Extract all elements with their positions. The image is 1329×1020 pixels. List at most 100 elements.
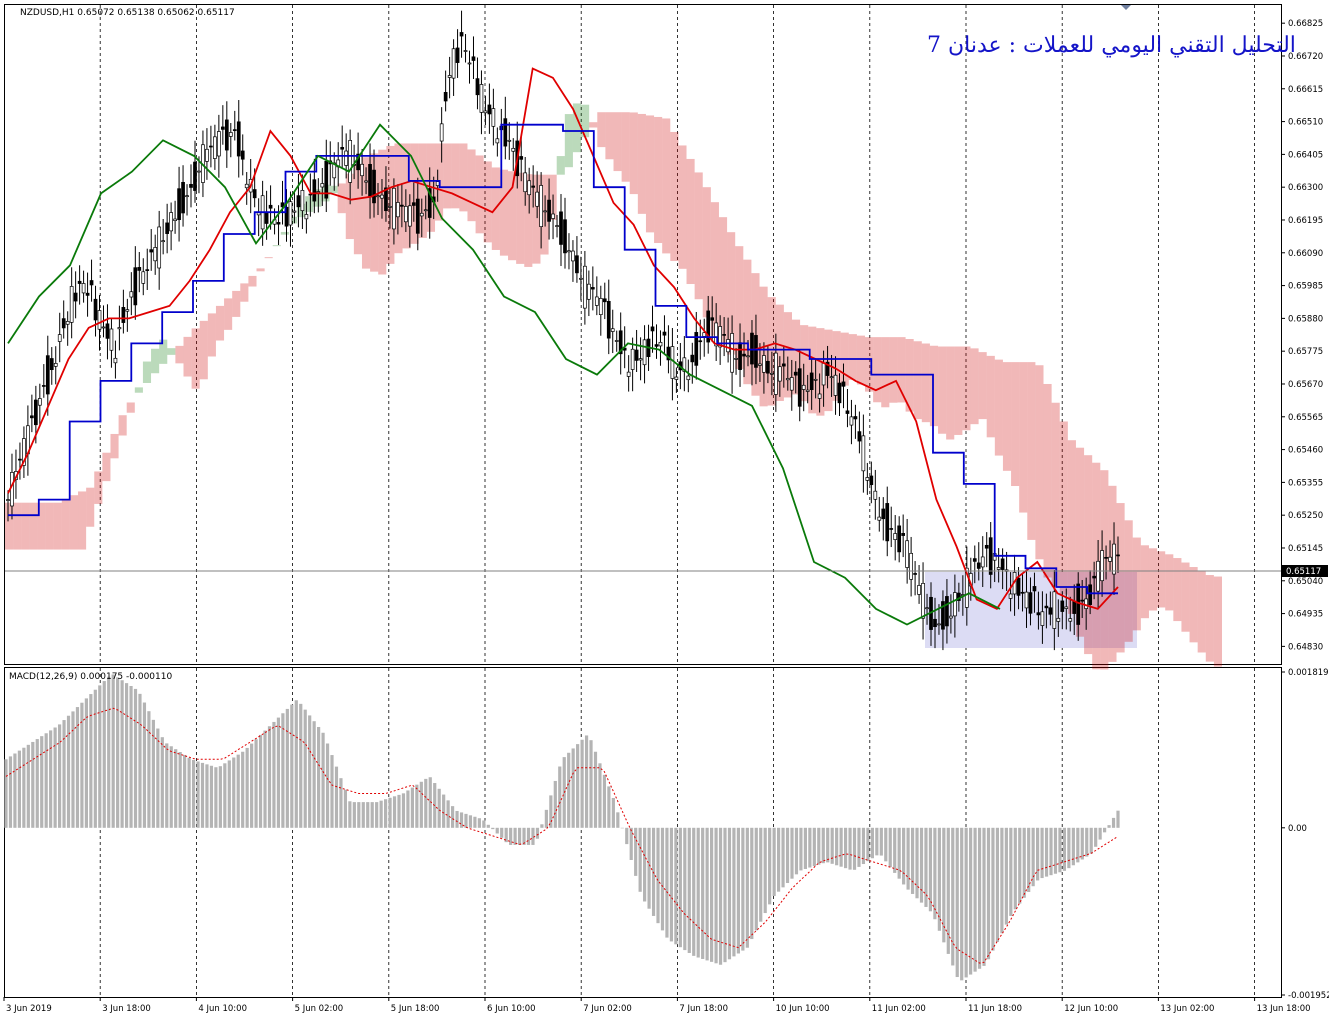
macd-bar [540, 824, 544, 828]
macd-bar [491, 827, 495, 830]
candle-body [897, 525, 902, 553]
macd-bar [888, 827, 892, 868]
candle-body [996, 567, 1001, 570]
candle-body [447, 75, 452, 78]
cloud-segment [1011, 362, 1020, 487]
candle-body [292, 210, 297, 213]
candle-body [742, 353, 746, 357]
candle-body [953, 592, 957, 617]
candle-body [360, 163, 364, 177]
cloud-segment [1132, 537, 1141, 631]
candle-body [980, 556, 985, 568]
macd-bar [643, 827, 647, 902]
macd-bar [299, 703, 303, 828]
candle-body [706, 310, 711, 343]
macd-bar [558, 766, 562, 828]
candle-body [785, 378, 790, 381]
macd-bar [549, 795, 553, 828]
cloud-segment [402, 143, 411, 249]
macd-bar [22, 747, 26, 828]
candle-body [710, 317, 715, 321]
cloud-segment [1092, 462, 1101, 670]
price-label: 0.66300 [1288, 183, 1323, 193]
cloud-segment [1084, 455, 1093, 655]
candle-body [1072, 601, 1077, 614]
macd-bar [933, 827, 937, 920]
candle-body [209, 145, 213, 148]
price-label: 0.65145 [1288, 544, 1323, 554]
time-label: 5 Jun 18:00 [391, 1004, 440, 1014]
candle-body [714, 322, 719, 347]
cloud-segment [743, 259, 752, 385]
candle-body [793, 371, 798, 376]
candle-body [340, 147, 345, 150]
price-label: 0.65775 [1288, 347, 1323, 357]
macd-bar [500, 827, 504, 838]
candle-body [602, 298, 607, 303]
candle-body [296, 195, 301, 208]
candle-body [280, 202, 285, 208]
candle-body [1052, 591, 1057, 629]
macd-bar [665, 827, 669, 938]
macd-bar [910, 827, 915, 894]
cloud-segment [727, 232, 736, 355]
macd-bar [1076, 827, 1080, 863]
macd-bar [696, 827, 700, 958]
candle-body [519, 156, 524, 160]
macd-bar [1098, 827, 1102, 840]
cloud-segment [808, 326, 817, 414]
cloud-segment [516, 172, 525, 264]
cloud-segment [29, 502, 38, 550]
macd-bar [861, 827, 866, 865]
macd-bar [66, 715, 71, 828]
macd-indicator [4, 674, 1281, 981]
macd-bar [1058, 827, 1062, 873]
cloud-segment [199, 320, 208, 380]
candle-body [1032, 586, 1037, 592]
macd-bar [866, 827, 870, 862]
cloud-segment [61, 498, 70, 550]
macd-bar [960, 827, 964, 981]
cloud-segment [621, 112, 630, 182]
macd-bar [629, 827, 633, 861]
macd-bar [200, 762, 205, 828]
cloud-segment [938, 346, 947, 434]
candle-body [626, 371, 631, 377]
cloud-segment [524, 174, 533, 267]
candle-body [988, 537, 993, 575]
macd-bar [459, 812, 464, 828]
macd-bar [593, 751, 598, 828]
candle-body [97, 310, 102, 330]
candle-body [610, 328, 615, 332]
dropdown-arrow-icon[interactable] [1121, 5, 1131, 10]
macd-bar [303, 709, 307, 828]
candle-body [686, 375, 691, 381]
cloud-segment [78, 491, 87, 550]
candle-body [495, 138, 500, 144]
macd-bar [187, 757, 191, 828]
price-label: 0.65985 [1288, 282, 1323, 292]
cloud-segment [1051, 402, 1060, 588]
macd-bar [589, 740, 593, 828]
cloud-segment [816, 328, 825, 416]
macd-bar [714, 827, 718, 964]
macd-bar [343, 789, 348, 828]
candle-body [766, 360, 770, 374]
cloud-segment [978, 352, 987, 420]
cloud-segment [1124, 520, 1133, 642]
candle-body [169, 212, 173, 232]
macd-bar [893, 827, 897, 873]
candle-body [666, 346, 671, 361]
candle-body [1108, 556, 1112, 562]
macd-bar [227, 760, 231, 828]
candle-body [587, 283, 591, 300]
candle-body [861, 435, 866, 472]
candle-body [527, 180, 532, 196]
macd-bar [897, 827, 901, 879]
macd-bar [107, 676, 111, 828]
macd-bar [937, 827, 941, 931]
macd-bar [348, 801, 352, 828]
cloud-segment [1059, 421, 1068, 595]
candle-body [873, 490, 878, 500]
candle-body [53, 363, 58, 367]
